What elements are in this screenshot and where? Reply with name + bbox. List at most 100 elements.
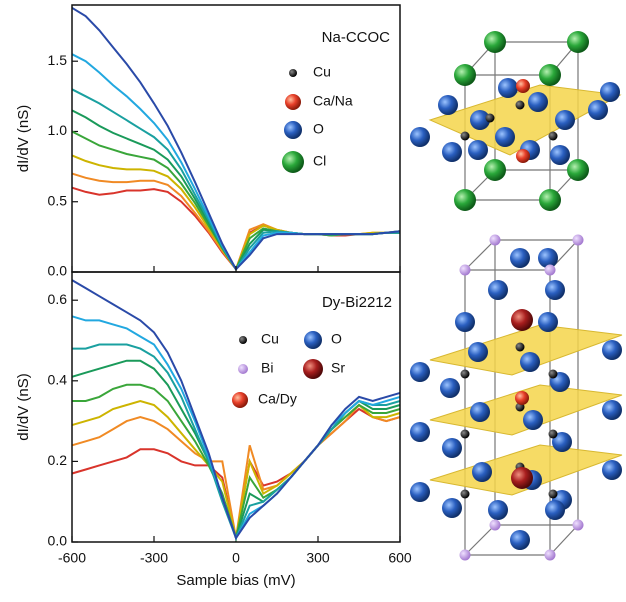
legend-label: Ca/Dy xyxy=(258,391,297,407)
atom xyxy=(410,362,430,382)
legend-marker xyxy=(284,121,302,139)
atom xyxy=(495,127,515,147)
atom xyxy=(549,370,558,379)
cell-edge xyxy=(465,240,495,270)
atom xyxy=(538,312,558,332)
atom xyxy=(539,189,561,211)
atom xyxy=(468,140,488,160)
atom xyxy=(455,312,475,332)
legend-marker xyxy=(232,392,248,408)
atom xyxy=(573,235,584,246)
spectrum-line xyxy=(72,188,400,270)
atom xyxy=(454,64,476,86)
legend-label: Ca/Na xyxy=(313,93,353,109)
crystal-structures xyxy=(410,31,622,561)
atom xyxy=(488,280,508,300)
atom xyxy=(516,101,525,110)
atom xyxy=(567,31,589,53)
atom xyxy=(549,490,558,499)
atom xyxy=(484,31,506,53)
atom xyxy=(470,402,490,422)
atom xyxy=(498,78,518,98)
spectrum-line xyxy=(72,155,400,269)
atom xyxy=(442,142,462,162)
y-tick-label: 1.5 xyxy=(48,52,68,68)
atom xyxy=(523,410,543,430)
atom xyxy=(472,462,492,482)
x-tick-label: 0 xyxy=(232,550,240,566)
y-tick-label: 0.0 xyxy=(48,533,68,549)
atom xyxy=(460,265,471,276)
x-tick-label: 600 xyxy=(388,550,412,566)
atom xyxy=(461,430,470,439)
atom xyxy=(454,189,476,211)
panel-title: Dy-Bi2212 xyxy=(322,294,392,311)
spectrum-line xyxy=(72,409,400,538)
atom xyxy=(516,79,530,93)
atom xyxy=(602,340,622,360)
atom xyxy=(588,100,608,120)
legend-label: Cl xyxy=(313,153,326,169)
atom xyxy=(410,482,430,502)
atom xyxy=(528,92,548,112)
atom xyxy=(549,430,558,439)
atom xyxy=(516,343,525,352)
atom xyxy=(545,500,565,520)
spectrum-line xyxy=(72,110,400,269)
atom xyxy=(567,159,589,181)
y-axis-label: dI/dV (nS) xyxy=(15,373,32,441)
x-tick-label: 300 xyxy=(306,550,330,566)
y-tick-label: 0.5 xyxy=(48,192,68,208)
atom xyxy=(461,490,470,499)
y-tick-label: 0.0 xyxy=(48,263,68,279)
spectrum-line xyxy=(72,401,400,538)
atom xyxy=(468,342,488,362)
atom xyxy=(549,132,558,141)
spectrum-line xyxy=(72,316,400,538)
atom xyxy=(545,265,556,276)
x-tick-label: -600 xyxy=(58,550,86,566)
legend-label: O xyxy=(313,121,324,137)
legend-label: Sr xyxy=(331,360,345,376)
atom xyxy=(515,391,529,405)
atom xyxy=(438,95,458,115)
x-axis-label: Sample bias (mV) xyxy=(176,572,295,589)
atom xyxy=(600,82,620,102)
legend-label: Cu xyxy=(261,331,279,347)
panel-title: Na-CCOC xyxy=(322,29,391,46)
y-tick-label: 0.4 xyxy=(48,372,68,388)
atom xyxy=(490,520,501,531)
atom xyxy=(602,400,622,420)
atom xyxy=(520,352,540,372)
spectrum-line xyxy=(72,345,400,539)
spectrum-line xyxy=(72,174,400,270)
atom xyxy=(511,467,533,489)
atom xyxy=(442,438,462,458)
atom xyxy=(573,520,584,531)
atom xyxy=(490,235,501,246)
atom xyxy=(488,500,508,520)
spectrum-line xyxy=(72,132,400,270)
cell-edge xyxy=(465,525,495,555)
atom xyxy=(511,309,533,331)
atom xyxy=(461,132,470,141)
legend-marker xyxy=(238,364,248,374)
atom xyxy=(442,498,462,518)
atom xyxy=(602,460,622,480)
y-tick-label: 0.2 xyxy=(48,452,68,468)
x-tick-label: -300 xyxy=(140,550,168,566)
atom xyxy=(484,159,506,181)
spectrum-line xyxy=(72,54,400,269)
legend-label: Cu xyxy=(313,64,331,80)
y-tick-label: 0.6 xyxy=(48,291,68,307)
legend-label: O xyxy=(331,331,342,347)
legend-label: Bi xyxy=(261,360,273,376)
atom xyxy=(486,114,495,123)
legend-marker xyxy=(282,151,304,173)
figure: 0.00.51.01.5dI/dV (nS)Na-CCOCCuCa/NaOCl0… xyxy=(0,0,626,602)
legend-marker xyxy=(239,336,247,344)
atom xyxy=(410,422,430,442)
legend-marker xyxy=(289,69,297,77)
atom xyxy=(516,149,530,163)
